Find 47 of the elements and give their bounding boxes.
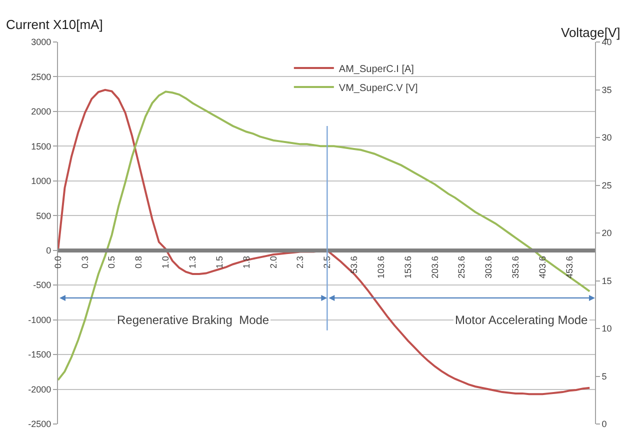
x-tick-label: 2.0 [268,256,278,268]
y-tick-label: 500 [36,210,52,221]
annotation: Motor Accelerating Mode [455,313,588,327]
x-tick-label: 0.3 [80,256,90,268]
x-tick-label: 453.6 [564,256,574,278]
y-tick-label: 2500 [31,72,52,82]
y-tick-label: -1000 [28,314,52,325]
y2-tick-label: 5 [602,371,607,382]
y-tick-label: 2000 [31,106,52,117]
y2-tick-label: 30 [602,132,612,143]
y-tick-label: -500 [33,280,52,290]
y-tick-label: 0 [46,246,52,256]
x-tick-label: 153.6 [402,256,413,278]
x-tick-label: 303.6 [484,256,494,278]
y-tick-label: -1500 [28,350,52,360]
x-tick-label: 353.6 [510,256,521,278]
x-tick-label: 403.6 [537,256,548,278]
x-tick-label: 1.3 [188,256,198,268]
y2-axis-title: Voltage[V] [561,25,620,40]
y-tick-label: 1500 [31,141,52,152]
x-tick-label: 2.3 [295,256,306,268]
y-axis-title: Current X10[mA] [6,17,103,32]
y2-tick-label: 15 [602,276,612,286]
y2-tick-label: 35 [602,84,612,95]
y2-tick-label: 40 [602,37,612,48]
x-tick-label: 1.0 [160,256,171,268]
x-tick-label: 0.0 [52,256,63,268]
x-tick-label: 103.6 [376,256,386,278]
x-tick-label: 203.6 [430,256,440,278]
x-tick-label: 253.6 [456,256,467,278]
x-tick-label: 53.6 [349,256,360,274]
x-tick-label: 1.8 [241,256,252,268]
y2-tick-label: 25 [602,180,612,190]
legend-label: VM_SuperC.V [V] [338,82,418,94]
y2-tick-label: 0 [602,419,607,430]
y-tick-label: -2000 [28,384,52,394]
x-tick-label: 0.5 [106,256,117,268]
annotation: Regenerative Braking Mode [117,313,270,327]
x-tick-label: 1.5 [214,256,224,268]
x-tick-label: 0.8 [134,256,144,268]
y-tick-label: -2500 [28,419,52,430]
y2-tick-label: 10 [602,324,612,334]
legend-label: AM_SuperC.I [A] [338,64,414,75]
x-tick-label: 2.5 [322,256,332,268]
y-tick-label: 1000 [31,176,52,186]
y-tick-label: 3000 [31,37,52,48]
y2-tick-label: 20 [602,228,612,238]
